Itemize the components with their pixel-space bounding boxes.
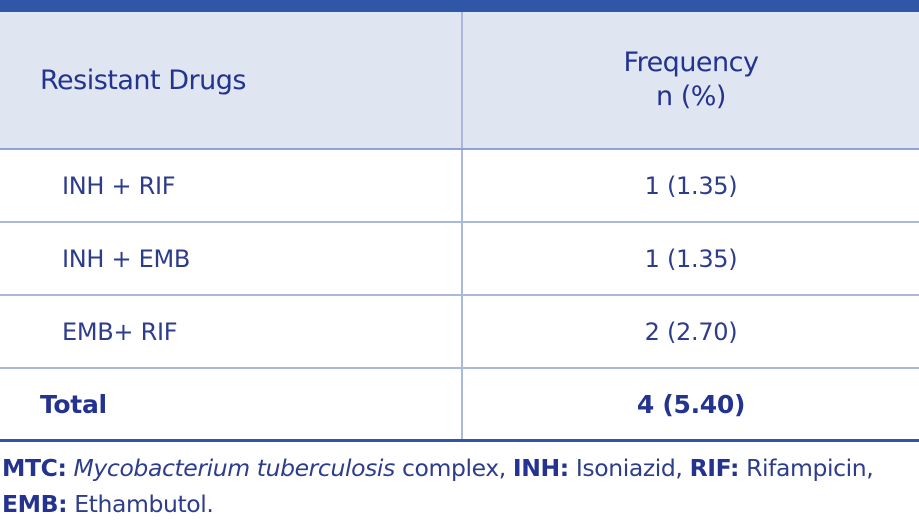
text: complex,	[401, 454, 506, 482]
drug-cell: Total	[0, 368, 463, 442]
header-text: Frequency	[623, 47, 759, 78]
abbr: MTC:	[2, 454, 67, 482]
abbr: INH:	[512, 454, 569, 482]
abbr: RIF:	[689, 454, 740, 482]
resistance-table: Resistant Drugs Frequency n (%) INH + RIF…	[0, 0, 919, 442]
header-text: n (%)	[656, 81, 726, 112]
header-row: Resistant Drugs Frequency n (%)	[0, 0, 919, 150]
frequency-cell: 2 (2.70)	[462, 295, 919, 369]
drug-cell: EMB+ RIF	[0, 295, 463, 369]
header-cell: Resistant Drugs	[0, 0, 463, 150]
frequency-cell: 1 (1.35)	[462, 222, 919, 296]
row: INH + RIF 1 (1.35)	[0, 149, 919, 223]
drug-cell: INH + EMB	[0, 222, 463, 296]
row: INH + EMB 1 (1.35)	[0, 222, 919, 296]
frequency-cell: 1 (1.35)	[462, 149, 919, 223]
species: Mycobacterium tuberculosis	[73, 454, 396, 482]
text: Rifampicin,	[746, 454, 874, 482]
text: Ethambutol.	[74, 490, 214, 518]
drug-cell: INH + RIF	[0, 149, 463, 223]
footnote-line: MTC: Mycobacterium tuberculosis complex,…	[2, 450, 919, 486]
footnote: MTC: Mycobacterium tuberculosis complex,…	[2, 450, 919, 522]
total-row: Total 4 (5.40)	[0, 368, 919, 442]
footnote-line: EMB: Ethambutol.	[2, 486, 919, 522]
header-cell: Frequency n (%)	[462, 0, 919, 150]
abbr: EMB:	[2, 490, 68, 518]
row: EMB+ RIF 2 (2.70)	[0, 295, 919, 369]
text: Isoniazid,	[575, 454, 683, 482]
frequency-cell: 4 (5.40)	[462, 368, 919, 442]
